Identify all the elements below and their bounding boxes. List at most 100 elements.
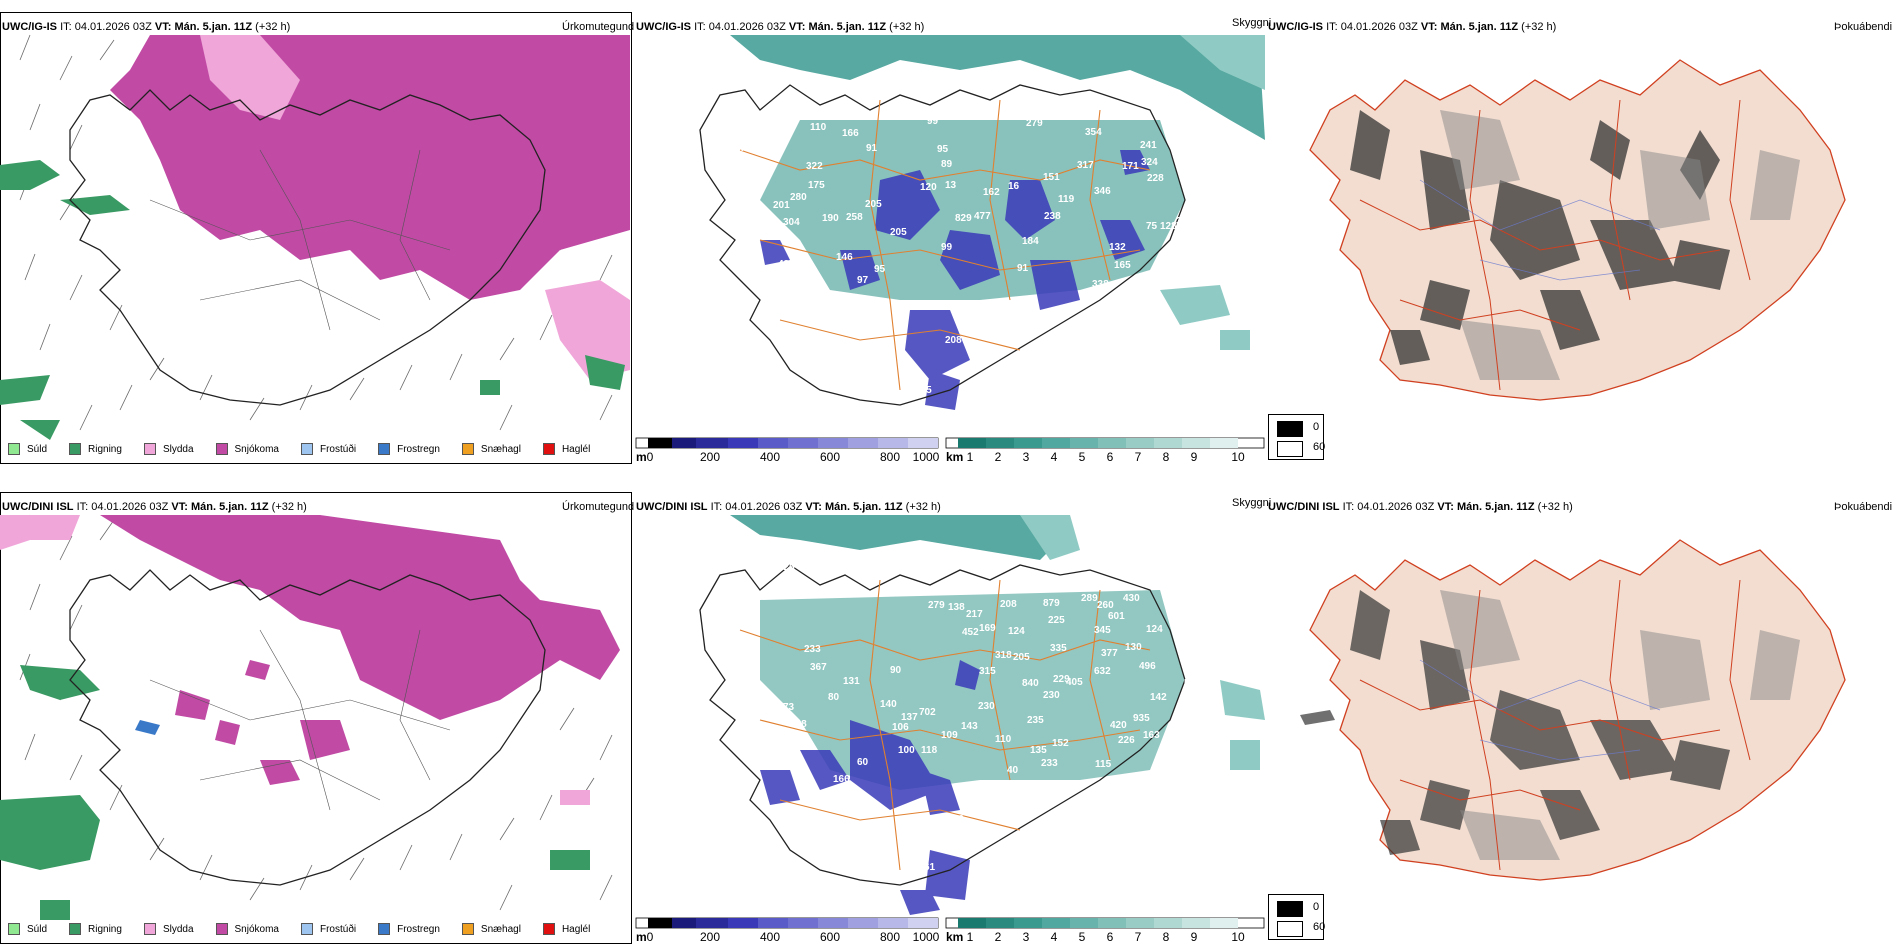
vis-tick: 10 (1231, 930, 1245, 944)
station-value: 228 (1147, 173, 1164, 184)
height-tick: 400 (759, 930, 781, 944)
model-name: UWC/DINI ISL (636, 501, 708, 513)
legend-label: Súld (27, 923, 48, 935)
legend-item: Slydda (143, 923, 194, 935)
panel-title-top-left: UWC/IG-IS IT: 04.01.2026 03Z VT: Mán. 5.… (2, 20, 290, 34)
station-value: 280 (790, 192, 807, 203)
station-value: 477 (974, 211, 991, 222)
station-value: 228 (763, 740, 780, 751)
legend-swatch (69, 443, 82, 455)
vis-tick: 10 (1231, 450, 1245, 464)
station-value: 55 (1184, 678, 1196, 689)
iceland-outline (699, 84, 1186, 406)
station-value: 166 (842, 128, 859, 139)
station-value: 89 (941, 159, 953, 170)
height-colorbar-labels: m 0 200 400 600 800 1000 (636, 436, 946, 466)
it-value: 04.01.2026 03Z (91, 501, 169, 513)
vis-colorbar-labels: km 1 2 3 4 5 6 7 8 9 10 (946, 916, 1266, 946)
station-value: 488 (778, 259, 795, 270)
station-value: 125 (915, 385, 932, 396)
station-value: 163 (1143, 730, 1160, 741)
station-value: 160 (919, 825, 936, 836)
panel-title-top-right: UWC/IG-IS IT: 04.01.2026 03Z VT: Mán. 5.… (1268, 20, 1556, 34)
station-value: 335 (1050, 643, 1067, 654)
station-value: 420 (1110, 720, 1127, 731)
it-value: 04.01.2026 03Z (1357, 501, 1435, 513)
station-value: 140 (880, 699, 897, 710)
fog-key-label: 0 (1313, 421, 1320, 433)
station-value: 110 (995, 734, 1012, 745)
station-value: 151 (1043, 172, 1060, 183)
model-name: UWC/IG-IS (1268, 21, 1323, 33)
vis-tick: 2 (994, 930, 1002, 944)
vis-tick: 9 (1190, 930, 1198, 944)
height-unit: m (636, 930, 647, 944)
station-value: 152 (1052, 738, 1069, 749)
legend-item: Súld (8, 443, 47, 455)
vis-colorbar-labels: km 1 2 3 4 5 6 7 8 9 10 (946, 436, 1266, 466)
fog-key-swatch (1277, 921, 1303, 937)
panel-variable-name: Þokuábendi (1834, 21, 1893, 33)
station-value: 104 (777, 124, 794, 135)
precip-legend-top: Súld Rigning Slydda Snjókoma Frostúði Fr… (8, 443, 612, 455)
vis-tick: 3 (1022, 450, 1030, 464)
vt-label: VT: (171, 501, 188, 513)
station-value: 345 (1094, 625, 1111, 636)
panel-title-bottom-right: UWC/DINI ISL IT: 04.01.2026 03Z VT: Mán.… (1268, 500, 1573, 514)
panel-title-bottom-middle: UWC/DINI ISL IT: 04.01.2026 03Z VT: Mán.… (636, 500, 941, 514)
station-value: 225 (1048, 615, 1065, 626)
vt-value: Mán. 5.jan. 11Z (808, 21, 887, 33)
legend-label: Frostúði (319, 443, 357, 455)
panel-title-top-middle: UWC/IG-IS IT: 04.01.2026 03Z VT: Mán. 5.… (636, 20, 924, 34)
station-value: 318 (995, 650, 1012, 661)
station-value: 201 (773, 200, 790, 211)
fog-key-swatch (1277, 441, 1303, 457)
station-value: 169 (979, 623, 996, 634)
legend-item: Haglél (542, 923, 590, 935)
legend-item: Frostregn (378, 923, 440, 935)
station-value: 90 (890, 665, 902, 676)
it-value: 04.01.2026 03Z (708, 21, 786, 33)
station-value: 322 (806, 161, 823, 172)
legend-item: Frostúði (300, 923, 356, 935)
station-value: 146 (836, 252, 853, 263)
station-value: 270 (947, 100, 964, 111)
station-value: 367 (810, 662, 827, 673)
model-name: UWC/DINI ISL (1268, 501, 1340, 513)
station-value: 260 (1097, 600, 1114, 611)
legend-swatch (300, 443, 313, 455)
vt-value: Mán. 5.jan. 11Z (824, 501, 903, 513)
station-value: 430 (1123, 593, 1140, 604)
height-colorbar-labels: m 0 200 400 600 800 1000 (636, 916, 946, 946)
station-value: 285 (1185, 641, 1202, 652)
panel-variable-name: Þokuábendi (1834, 501, 1893, 513)
station-value: 601 (1108, 611, 1125, 622)
station-value: 289 (1081, 593, 1098, 604)
station-value: 162 (983, 187, 1000, 198)
station-value: 138 (948, 602, 965, 613)
station-value: 166 (833, 774, 850, 785)
station-value: 143 (961, 721, 978, 732)
vis-tick: 4 (1050, 450, 1058, 464)
station-value: 205 (865, 199, 882, 210)
station-value: 99 (767, 713, 779, 724)
legend-item: Frostúði (300, 443, 357, 455)
legend-item: Súld (8, 923, 47, 935)
station-value: 230 (978, 701, 995, 712)
height-tick: 1000 (912, 930, 940, 944)
legend-swatch (300, 923, 313, 935)
station-value: 100 (898, 745, 915, 756)
legend-swatch (461, 443, 474, 455)
vt-value: Mán. 5.jan. 11Z (174, 21, 253, 33)
station-value: 258 (846, 212, 863, 223)
height-tick: 600 (819, 450, 841, 464)
legend-item: Frostregn (378, 443, 440, 455)
station-value: 16 (1008, 181, 1020, 192)
precip-type-panel-bottom (0, 492, 632, 944)
station-value: 97 (857, 275, 869, 286)
station-value: 95 (874, 264, 886, 275)
station-value: 217 (966, 609, 983, 620)
vt-label: VT: (154, 21, 172, 33)
station-value: 293 (1032, 583, 1049, 594)
station-value: 315 (979, 666, 996, 677)
